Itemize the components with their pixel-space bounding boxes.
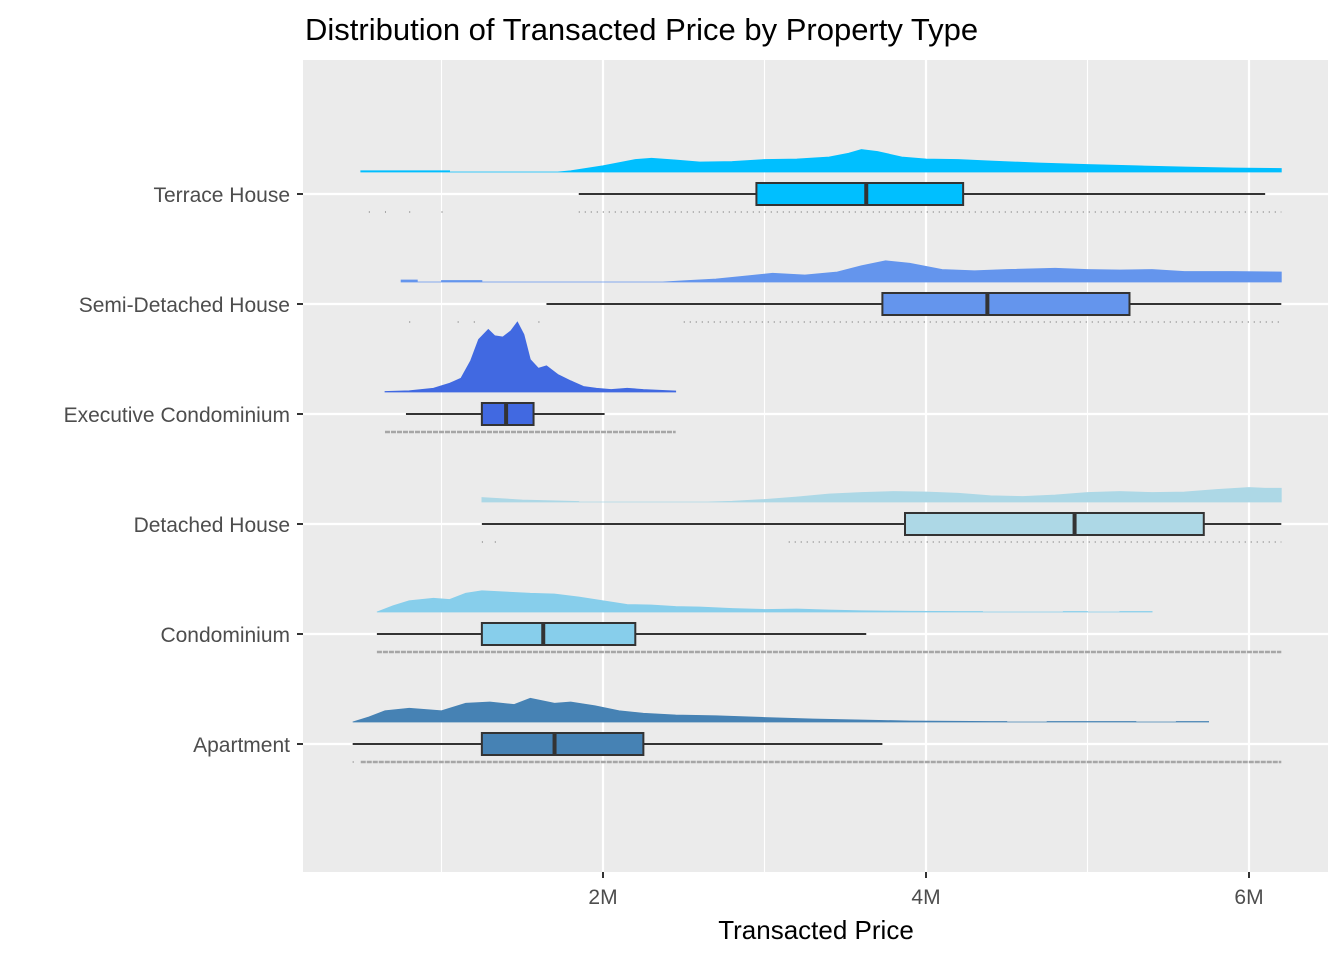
series-group [384, 321, 677, 434]
y-tick-label: Condominium [160, 624, 290, 647]
x-axis: 2M 4M 6M [588, 872, 1264, 909]
box-iqr [480, 622, 637, 646]
y-tick-label: Apartment [193, 734, 290, 757]
density-cloud [360, 149, 1282, 173]
series-group [352, 697, 1282, 764]
y-tick-label: Detached House [134, 514, 290, 537]
chart-title: Distribution of Transacted Price by Prop… [305, 12, 978, 47]
x-tick-label: 2M [588, 886, 617, 909]
density-cloud [400, 260, 1282, 283]
box-iqr [904, 512, 1205, 536]
x-axis-title: Transacted Price [718, 915, 914, 945]
plot-marks [352, 149, 1282, 764]
series-group [481, 487, 1282, 543]
series-group [360, 149, 1282, 213]
density-cloud [376, 590, 1153, 613]
box-iqr [480, 732, 645, 756]
box-iqr [755, 182, 965, 206]
x-tick-label: 4M [911, 886, 940, 909]
y-tick-label: Terrace House [153, 184, 290, 207]
density-cloud [384, 321, 677, 393]
box-iqr [881, 292, 1131, 316]
density-cloud [352, 697, 1209, 723]
y-tick-label: Semi-Detached House [79, 294, 290, 317]
panel-background [303, 60, 1328, 872]
x-tick-label: 6M [1234, 886, 1263, 909]
series-group [400, 260, 1282, 323]
series-group [376, 590, 1282, 654]
density-cloud [481, 487, 1282, 503]
y-tick-label: Executive Condominium [64, 404, 290, 427]
y-axis: Terrace House Semi-Detached House Executiv… [64, 184, 303, 757]
